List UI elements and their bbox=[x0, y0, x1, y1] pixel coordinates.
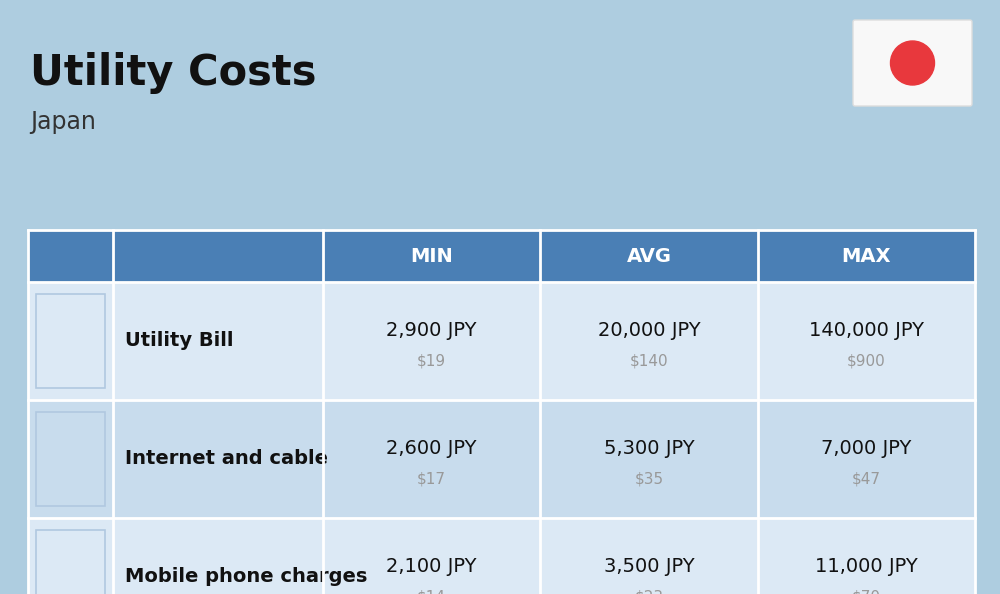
Text: 5,300 JPY: 5,300 JPY bbox=[604, 440, 694, 459]
Text: Utility Costs: Utility Costs bbox=[30, 52, 316, 94]
Text: $17: $17 bbox=[417, 472, 446, 486]
Text: $14: $14 bbox=[417, 589, 446, 594]
Text: MAX: MAX bbox=[842, 247, 891, 266]
Bar bbox=[28, 518, 975, 594]
Bar bbox=[28, 282, 975, 400]
Text: $47: $47 bbox=[852, 472, 881, 486]
FancyBboxPatch shape bbox=[853, 20, 972, 106]
Text: 7,000 JPY: 7,000 JPY bbox=[821, 440, 912, 459]
Bar bbox=[36, 412, 105, 506]
Text: Utility Bill: Utility Bill bbox=[125, 331, 234, 350]
Text: $19: $19 bbox=[417, 353, 446, 368]
Text: AVG: AVG bbox=[626, 247, 672, 266]
Text: 3,500 JPY: 3,500 JPY bbox=[604, 558, 694, 577]
Bar bbox=[28, 230, 975, 282]
Text: $35: $35 bbox=[634, 472, 664, 486]
Text: 20,000 JPY: 20,000 JPY bbox=[598, 321, 700, 340]
Text: 2,600 JPY: 2,600 JPY bbox=[386, 440, 477, 459]
Text: $140: $140 bbox=[630, 353, 668, 368]
Text: Internet and cable: Internet and cable bbox=[125, 450, 328, 469]
Bar bbox=[36, 294, 105, 388]
Text: MIN: MIN bbox=[410, 247, 453, 266]
Text: Mobile phone charges: Mobile phone charges bbox=[125, 567, 367, 586]
Bar bbox=[28, 400, 975, 518]
Text: $23: $23 bbox=[634, 589, 664, 594]
Circle shape bbox=[891, 41, 934, 85]
Text: 2,900 JPY: 2,900 JPY bbox=[386, 321, 477, 340]
Text: 11,000 JPY: 11,000 JPY bbox=[815, 558, 918, 577]
Text: 2,100 JPY: 2,100 JPY bbox=[386, 558, 477, 577]
Text: $900: $900 bbox=[847, 353, 886, 368]
Text: Japan: Japan bbox=[30, 110, 96, 134]
Bar bbox=[36, 530, 105, 594]
Text: $70: $70 bbox=[852, 589, 881, 594]
Text: 140,000 JPY: 140,000 JPY bbox=[809, 321, 924, 340]
